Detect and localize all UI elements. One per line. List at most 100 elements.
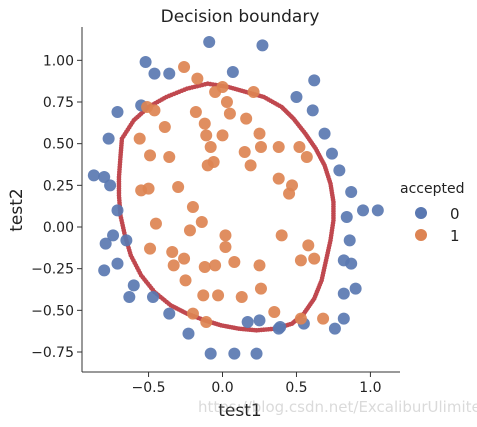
- axes: −0.5 0.0 0.5 1.0 −0.75 −0.50 −0.25 0.00 0.25 0.50…: [31, 27, 400, 396]
- data-point-class-0: [345, 257, 358, 270]
- data-point-class-0: [228, 347, 241, 360]
- data-point-class-1: [247, 86, 260, 98]
- data-point-class-0: [371, 204, 384, 217]
- data-point-class-0: [306, 104, 319, 117]
- data-point-class-1: [148, 104, 161, 117]
- y-tick-label: 0.00: [43, 220, 74, 236]
- data-point-class-1: [308, 252, 321, 265]
- data-point-class-1: [294, 312, 307, 325]
- data-point-class-1: [191, 72, 204, 85]
- data-point-class-0: [226, 66, 239, 78]
- data-point-class-1: [144, 149, 157, 162]
- data-point-class-1: [186, 201, 199, 213]
- data-point-class-0: [253, 314, 266, 327]
- data-point-class-1: [219, 241, 232, 253]
- data-point-class-0: [104, 179, 117, 192]
- data-point-class-0: [256, 39, 269, 52]
- data-point-class-0: [343, 234, 356, 247]
- y-tick-label: −0.75: [31, 345, 74, 361]
- data-point-class-1: [133, 132, 146, 145]
- data-point-class-1: [220, 96, 233, 108]
- data-point-class-0: [182, 327, 195, 340]
- chart-title: Decision boundary: [161, 7, 320, 27]
- data-point-class-1: [178, 61, 191, 73]
- x-tick-label: 0.0: [211, 380, 233, 396]
- data-point-class-1: [272, 141, 285, 153]
- data-point-class-0: [111, 106, 124, 118]
- data-point-class-1: [244, 159, 257, 172]
- data-point-class-1: [178, 252, 191, 265]
- data-point-class-1: [268, 306, 281, 318]
- data-point-class-1: [254, 141, 267, 153]
- x-axis-label: test1: [218, 401, 261, 421]
- data-point-class-1: [235, 291, 248, 303]
- data-point-class-1: [212, 289, 225, 302]
- legend-title: accepted: [400, 181, 464, 197]
- data-point-class-0: [87, 169, 100, 182]
- x-tick-label: 0.5: [285, 380, 307, 396]
- data-point-class-0: [127, 279, 140, 292]
- data-point-class-1: [253, 127, 266, 140]
- legend-label-0: 0: [450, 205, 460, 223]
- data-point-class-0: [318, 127, 331, 140]
- data-point-class-0: [308, 74, 321, 87]
- data-point-class-1: [275, 229, 288, 242]
- data-point-class-1: [197, 289, 210, 302]
- data-point-class-1: [317, 312, 330, 325]
- data-point-class-1: [204, 141, 217, 153]
- legend-marker-0: [415, 207, 427, 219]
- data-point-class-1: [186, 307, 199, 320]
- legend-label-1: 1: [450, 227, 460, 245]
- data-point-class-1: [198, 117, 211, 130]
- data-point-class-1: [254, 282, 267, 295]
- data-point-class-0: [241, 316, 254, 328]
- data-point-class-1: [209, 259, 222, 272]
- data-point-class-0: [111, 204, 124, 217]
- data-point-class-0: [349, 282, 362, 295]
- data-point-class-0: [250, 347, 263, 360]
- data-point-class-1: [216, 129, 229, 142]
- x-tick-label: 1.0: [359, 380, 381, 396]
- y-tick-label: −0.25: [31, 262, 74, 278]
- data-point-class-0: [328, 322, 341, 335]
- data-point-class-1: [294, 254, 307, 267]
- data-point-class-0: [163, 67, 176, 80]
- data-point-class-1: [240, 112, 253, 125]
- data-point-class-1: [223, 107, 236, 120]
- data-point-class-0: [357, 204, 370, 217]
- data-point-class-0: [146, 291, 159, 303]
- y-tick-label: 0.50: [43, 137, 74, 153]
- data-point-class-1: [209, 86, 222, 98]
- y-tick-label: 0.75: [43, 95, 74, 111]
- y-tick-label: 1.00: [43, 53, 74, 69]
- data-point-class-1: [167, 259, 180, 272]
- watermark-text: https://blog.csdn.net/ExcaliburUlimited: [198, 398, 477, 416]
- data-point-class-1: [272, 172, 285, 185]
- data-point-class-0: [148, 67, 161, 80]
- data-point-class-1: [172, 181, 185, 193]
- data-point-class-1: [293, 141, 306, 153]
- data-point-class-1: [166, 246, 179, 258]
- data-point-class-1: [283, 187, 296, 200]
- legend: accepted 0 1: [400, 181, 464, 245]
- data-point-class-0: [98, 264, 111, 277]
- x-tick-label: −0.5: [132, 380, 166, 396]
- y-tick-label: −0.50: [31, 303, 74, 319]
- data-point-class-1: [149, 217, 162, 230]
- data-point-class-1: [238, 146, 251, 158]
- data-point-class-1: [142, 182, 155, 195]
- data-point-class-0: [111, 257, 124, 270]
- data-point-class-1: [200, 316, 213, 328]
- data-point-class-0: [345, 186, 358, 198]
- data-point-class-1: [163, 151, 176, 163]
- data-point-class-0: [99, 237, 112, 250]
- legend-marker-1: [415, 229, 427, 241]
- data-point-class-1: [189, 106, 202, 118]
- data-point-class-0: [325, 147, 338, 160]
- data-point-class-0: [203, 36, 216, 48]
- data-point-class-0: [337, 287, 350, 300]
- data-point-class-1: [300, 151, 313, 163]
- boundary-point: [119, 138, 125, 144]
- data-point-class-1: [179, 274, 192, 287]
